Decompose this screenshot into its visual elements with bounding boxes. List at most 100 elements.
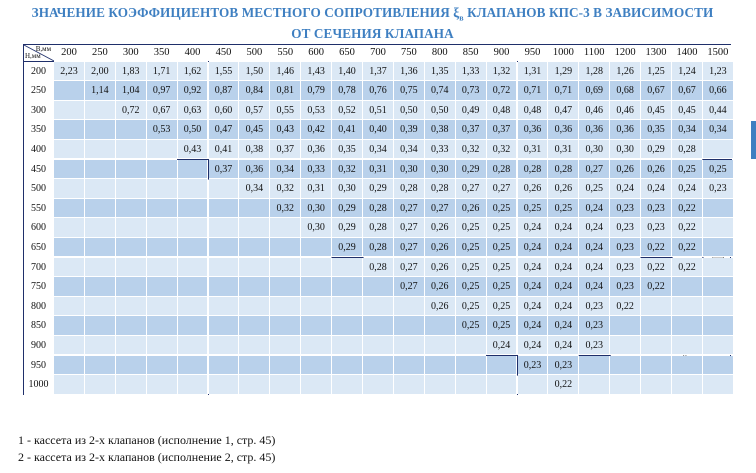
empty-cell [332, 257, 363, 278]
column-header: 1200 [610, 45, 642, 62]
table-cell: 0,25 [455, 316, 487, 336]
table-cell: 0,23 [610, 218, 642, 238]
empty-cell [270, 316, 302, 336]
empty-cell [239, 316, 271, 336]
table-cell: 0,71 [517, 81, 549, 101]
table-cell: 0,24 [548, 335, 580, 356]
table-cell: 0,55 [270, 100, 302, 121]
empty-cell [579, 355, 611, 376]
table-cell: 0,26 [424, 277, 456, 297]
table-cell: 0,25 [486, 277, 518, 297]
empty-cell [84, 179, 116, 199]
empty-cell [177, 257, 209, 278]
empty-cell [424, 335, 456, 356]
empty-cell [270, 296, 302, 317]
row-header: 300 [24, 100, 54, 121]
empty-cell [177, 237, 209, 258]
table-cell: 0,24 [579, 237, 611, 258]
table-cell: 0,67 [641, 81, 672, 101]
table-cell: 0,24 [548, 218, 580, 238]
table-cell: 0,26 [424, 296, 456, 317]
empty-cell [239, 355, 271, 376]
table-cell: 0,26 [424, 218, 456, 238]
empty-cell [239, 296, 271, 317]
title-line-1: ЗНАЧЕНИЕ КОЭФФИЦИЕНТОВ МЕСТНОГО СОПРОТИВ… [31, 5, 714, 23]
table-cell: 1,28 [579, 61, 611, 82]
table-cell: 0,36 [239, 159, 271, 180]
table-cell: 2,00 [84, 61, 116, 82]
table-cell: 0,25 [455, 277, 487, 297]
table-cell: 0,29 [332, 198, 363, 219]
empty-cell [84, 316, 116, 336]
table-cell: 0,30 [579, 139, 611, 160]
table-cell: 0,92 [177, 81, 209, 101]
table-cell: 0,52 [332, 100, 363, 121]
empty-cell [301, 335, 333, 356]
empty-cell [84, 218, 116, 238]
table-corner-header: В,мм Н,мм [24, 45, 54, 62]
table-cell: 0,23 [610, 237, 642, 258]
table-cell: 1,14 [84, 81, 116, 101]
empty-cell [702, 375, 734, 395]
empty-cell [424, 316, 456, 336]
table-cell: 0,27 [579, 159, 611, 180]
empty-cell [239, 335, 271, 356]
table-cell: 0,25 [486, 316, 518, 336]
table-cell: 0,23 [579, 335, 611, 356]
table-cell: 0,24 [579, 218, 611, 238]
empty-cell [270, 237, 302, 258]
table-cell: 0,63 [177, 100, 209, 121]
empty-cell [332, 277, 363, 297]
table-cell: 0,24 [517, 277, 549, 297]
table-cell: 0,38 [239, 139, 271, 160]
table-cell: 0,23 [579, 296, 611, 317]
table-cell: 1,36 [393, 61, 425, 82]
table-cell: 0,24 [641, 179, 672, 199]
empty-cell [84, 100, 116, 121]
table-cell: 0,31 [301, 179, 333, 199]
empty-cell [393, 296, 425, 317]
column-header: 850 [455, 45, 487, 62]
table-cell: 0,28 [363, 218, 394, 238]
column-header: 450 [208, 45, 240, 62]
column-header: 300 [115, 45, 147, 62]
empty-cell [332, 355, 363, 376]
table-cell: 0,30 [610, 139, 642, 160]
empty-cell [301, 296, 333, 317]
empty-cell [54, 100, 85, 121]
column-header: 200 [54, 45, 85, 62]
empty-cell [208, 316, 240, 336]
table-cell: 0,31 [363, 159, 394, 180]
empty-cell [146, 218, 178, 238]
table-cell: 0,29 [332, 237, 363, 258]
row-header: 700 [24, 257, 54, 278]
table-cell: 1,04 [115, 81, 147, 101]
empty-cell [115, 237, 147, 258]
table-cell: 2,23 [54, 61, 85, 82]
empty-cell [115, 179, 147, 199]
empty-cell [702, 198, 734, 219]
empty-cell [702, 316, 734, 336]
empty-cell [146, 316, 178, 336]
empty-cell [672, 375, 703, 395]
table-cell: 0,43 [177, 139, 209, 160]
empty-cell [54, 335, 85, 356]
empty-cell [146, 159, 178, 180]
empty-cell [270, 355, 302, 376]
empty-cell [54, 277, 85, 297]
empty-cell [146, 335, 178, 356]
empty-cell [208, 277, 240, 297]
empty-cell [332, 335, 363, 356]
column-header: 400 [177, 45, 209, 62]
empty-cell [455, 335, 487, 356]
empty-cell [54, 218, 85, 238]
table-cell: 0,28 [517, 159, 549, 180]
empty-cell [208, 375, 240, 395]
empty-cell [146, 375, 178, 395]
table-cell: 0,25 [517, 198, 549, 219]
empty-cell [115, 257, 147, 278]
table-cell: 0,24 [517, 218, 549, 238]
row-header: 900 [24, 335, 54, 356]
empty-cell [270, 257, 302, 278]
table-cell: 0,76 [363, 81, 394, 101]
